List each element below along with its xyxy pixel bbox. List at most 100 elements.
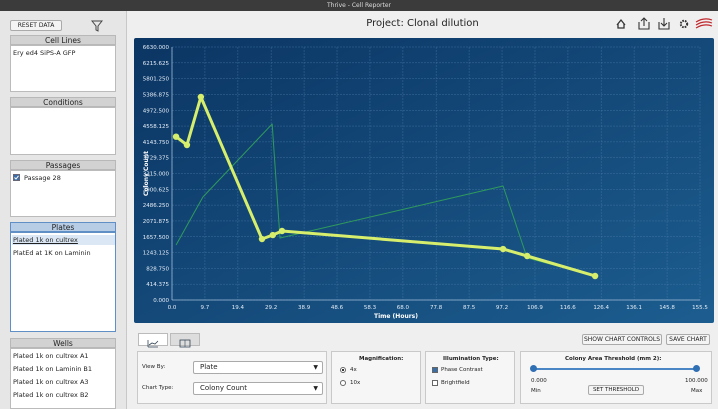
x-tick-label: 145.8 [659, 305, 675, 311]
panel-header: Cell Lines [10, 35, 116, 45]
brand-logo [695, 18, 713, 29]
data-point [258, 235, 266, 243]
list-item[interactable]: Plated 1k on cultrex [12, 235, 115, 245]
option-label: 10x [350, 380, 361, 386]
sidebar: RESET DATA Cell Lines Ery ed4 SiPS-A GFP C… [0, 11, 127, 409]
chart: 0.000 414.375 828.750 1243.125 1657.500 2071.… [134, 38, 714, 323]
illumination-label: Illumination Type: [443, 356, 499, 362]
threshold-min: 0.000 [531, 378, 547, 384]
y-tick-label: 414.375 [146, 282, 169, 288]
panel-header: Conditions [10, 97, 116, 107]
y-tick-label: 828.750 [146, 266, 169, 272]
data-point [523, 252, 531, 260]
x-tick-label: 38.9 [298, 305, 311, 311]
panel-list [10, 232, 116, 332]
list-item[interactable]: Ery ed4 SiPS-A GFP [13, 49, 76, 57]
chart-type-label: Chart Type: [142, 385, 174, 391]
illumination-group: Illumination Type: Phase Contrast Brightf… [425, 351, 515, 404]
list-item[interactable]: Plated 1k on Laminin B1 [13, 365, 93, 373]
list-item[interactable]: Plated 1k on cultrex A1 [13, 352, 89, 360]
y-tick-label: 5801.250 [143, 77, 170, 83]
y-tick-label: 2900.625 [143, 187, 170, 193]
panel-list [10, 45, 116, 92]
project-title: Project: Clonal dilution [366, 18, 479, 29]
threshold-label: Colony Area Threshold (mm 2): [565, 356, 662, 362]
view-by-select[interactable]: Plate ▼ [193, 361, 323, 374]
magnification-group: Magnification: 4x 10x [331, 351, 421, 404]
import-icon[interactable] [658, 18, 670, 30]
data-point [269, 231, 277, 239]
checkbox[interactable] [432, 367, 438, 373]
chart-background [134, 38, 714, 323]
x-tick-label: 68.0 [397, 305, 410, 311]
y-tick-label: 0.000 [153, 298, 169, 304]
x-tick-label: 126.4 [593, 305, 609, 311]
x-tick-label: 97.2 [496, 305, 508, 311]
y-axis-title: Colony Count [143, 151, 150, 196]
x-tick-label: 106.9 [527, 305, 543, 311]
data-point [499, 245, 507, 253]
magnification-label: Magnification: [359, 356, 404, 362]
view-group: View By: Plate ▼ Chart Type: Colony Count… [137, 351, 327, 404]
y-tick-label: 5386.875 [143, 92, 170, 98]
y-tick-label: 6630.000 [143, 45, 170, 51]
data-point [591, 272, 599, 280]
view-by-label: View By: [142, 364, 166, 370]
home-icon[interactable] [616, 18, 626, 29]
x-tick-label: 116.6 [560, 305, 576, 311]
view-by-value: Plate [200, 363, 218, 371]
data-point [183, 141, 191, 149]
x-tick-label: 77.8 [430, 305, 443, 311]
slider-max-handle[interactable] [693, 365, 700, 372]
y-tick-label: 3729.375 [143, 156, 170, 162]
slider-min-handle[interactable] [530, 365, 537, 372]
panel-list [10, 107, 116, 155]
panel-header: Passages [10, 160, 116, 170]
x-tick-label: 136.1 [626, 305, 642, 311]
x-tick-label: 19.4 [232, 305, 245, 311]
checkbox[interactable] [13, 174, 20, 181]
y-tick-label: 3315.000 [143, 172, 170, 178]
y-tick-label: 4558.125 [143, 124, 170, 130]
threshold-slider[interactable] [533, 368, 697, 370]
list-item[interactable]: PlatEd at 1K on Laminin [13, 249, 91, 257]
y-tick-label: 4972.500 [143, 108, 170, 114]
x-tick-label: 58.3 [364, 305, 377, 311]
x-tick-label: 87.5 [463, 305, 476, 311]
y-tick-label: 6215.625 [143, 61, 170, 67]
option-label: 4x [350, 367, 357, 373]
data-point [172, 133, 180, 140]
settings-icon[interactable] [679, 19, 689, 29]
x-tick-label: 48.6 [331, 305, 344, 311]
threshold-group: Colony Area Threshold (mm 2): 0.000 100.… [520, 351, 712, 404]
radio-button[interactable] [340, 380, 346, 386]
reset-button[interactable]: RESET DATA [10, 20, 62, 31]
panel-header: Plates [10, 222, 116, 232]
y-tick-label: 2071.875 [143, 219, 170, 225]
line-chart-tab[interactable] [138, 333, 168, 348]
toolbar-icons [616, 17, 713, 30]
list-item[interactable]: Plated 1k on cultrex B2 [13, 391, 89, 399]
y-tick-label: 2486.250 [143, 203, 170, 209]
list-item[interactable]: Plated 1k on cultrex A3 [13, 378, 89, 386]
export-icon[interactable] [638, 17, 650, 30]
y-tick-label: 1243.125 [143, 251, 170, 257]
filter-icon[interactable] [91, 20, 103, 32]
save-chart-button[interactable]: SAVE CHART [666, 334, 710, 345]
table-tab[interactable] [170, 333, 200, 348]
panel-list [10, 170, 116, 217]
show-controls-button[interactable]: SHOW CHART CONTROLS [582, 334, 662, 345]
x-tick-label: 29.2 [265, 305, 277, 311]
set-threshold-button[interactable]: SET THRESHOLD [588, 385, 644, 395]
checkbox[interactable] [432, 380, 438, 386]
min-label: Min [531, 388, 541, 394]
chart-type-select[interactable]: Colony Count ▼ [193, 382, 323, 395]
control-panel: SHOW CHART CONTROLS SAVE CHART View By: … [134, 329, 714, 407]
threshold-max: 100.000 [685, 378, 708, 384]
chart-type-value: Colony Count [200, 384, 247, 392]
y-tick-label: 1657.500 [143, 235, 170, 241]
radio-button[interactable] [340, 367, 346, 373]
list-item[interactable]: Passage 28 [24, 174, 61, 182]
data-point [278, 227, 286, 235]
